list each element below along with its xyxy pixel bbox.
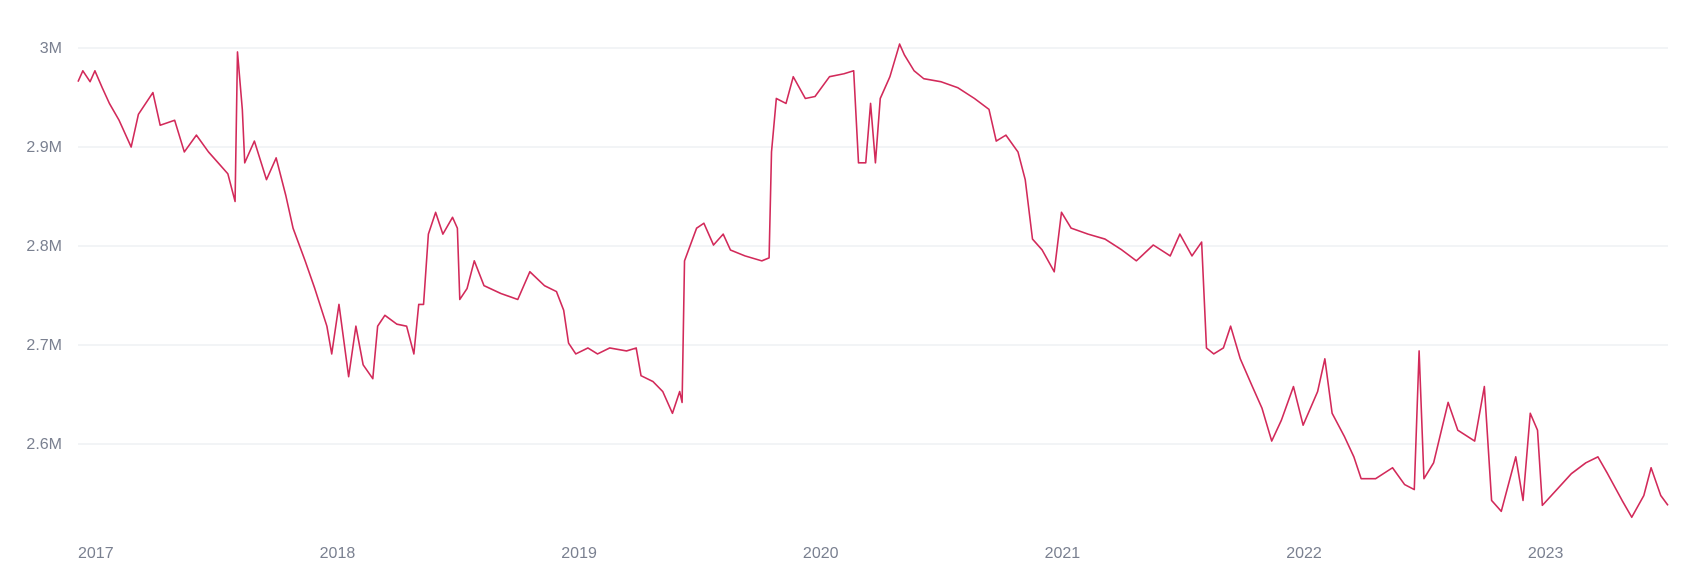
data-line — [77, 43, 1669, 519]
x-tick-label: 2019 — [561, 545, 597, 562]
y-tick-label: 2.6M — [26, 436, 62, 453]
x-tick-label: 2023 — [1528, 545, 1564, 562]
x-tick-label: 2021 — [1045, 545, 1081, 562]
x-tick-label: 2018 — [320, 545, 356, 562]
x-tick-label: 2022 — [1286, 545, 1322, 562]
y-tick-label: 3M — [40, 40, 62, 57]
y-tick-label: 2.9M — [26, 139, 62, 156]
y-tick-label: 2.8M — [26, 238, 62, 255]
x-tick-label: 2020 — [803, 545, 839, 562]
x-tick-label: 2017 — [78, 545, 114, 562]
y-tick-label: 2.7M — [26, 337, 62, 354]
